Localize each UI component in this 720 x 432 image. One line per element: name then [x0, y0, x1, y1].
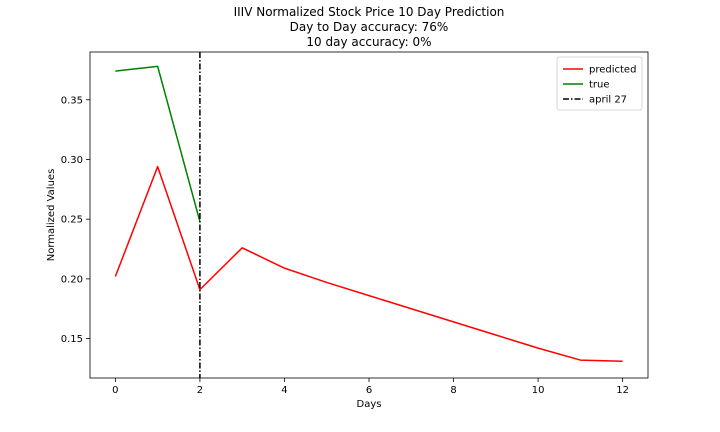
series-line-true — [115, 65, 201, 222]
y-tick-label: 0.25 — [61, 215, 83, 226]
chart-title-line-3: 10 day accuracy: 0% — [306, 35, 431, 49]
legend-label: predicted — [589, 65, 636, 76]
x-tick-label: 4 — [281, 385, 287, 396]
y-tick-label: 0.35 — [61, 95, 83, 106]
series-line-predicted — [114, 165, 623, 363]
legend-box — [556, 56, 643, 111]
x-axis-label: Days — [357, 399, 382, 410]
y-tick-label: 0.15 — [61, 334, 83, 345]
chart-title: IIIV Normalized Stock Price 10 Day Predi… — [234, 5, 505, 49]
x-tick-label: 2 — [197, 385, 203, 396]
x-tick-label: 10 — [532, 385, 545, 396]
legend: predicted true april 27 — [556, 56, 643, 111]
chart-title-line-2: Day to Day accuracy: 76% — [290, 20, 449, 34]
legend-entries: predicted true april 27 — [563, 65, 636, 106]
y-axis-ticks: 0.15 0.20 0.25 0.30 0.35 — [61, 95, 90, 345]
series-layer — [114, 52, 623, 378]
x-tick-label: 12 — [616, 385, 629, 396]
x-tick-label: 0 — [112, 385, 118, 396]
y-tick-label: 0.20 — [61, 274, 83, 285]
legend-label: april 27 — [589, 95, 627, 106]
y-axis-label: Normalized Values — [46, 169, 57, 262]
legend-label: true — [589, 80, 610, 91]
chart-title-line-1: IIIV Normalized Stock Price 10 Day Predi… — [234, 5, 505, 19]
y-tick-label: 0.30 — [61, 155, 83, 166]
x-tick-label: 6 — [366, 385, 372, 396]
x-tick-label: 8 — [450, 385, 456, 396]
x-axis-ticks: 0 2 4 6 8 10 12 — [112, 378, 629, 396]
